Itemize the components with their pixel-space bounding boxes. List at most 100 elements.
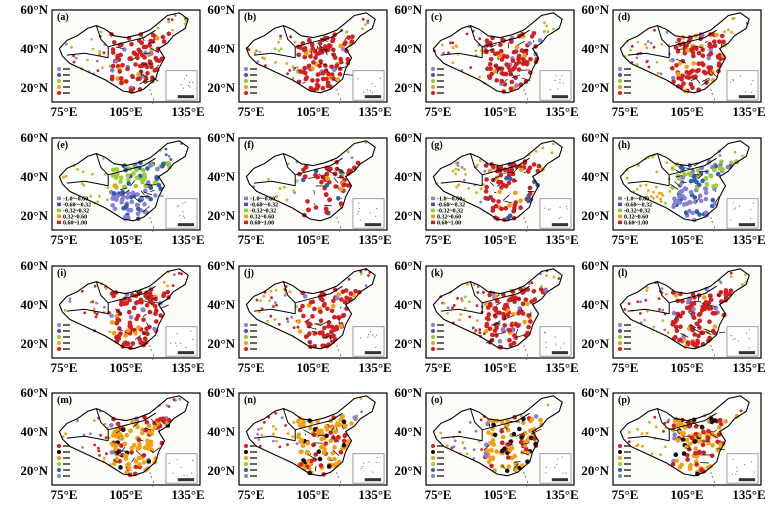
region-boundary <box>253 180 296 187</box>
sea-boundary <box>710 471 716 488</box>
legend-swatch <box>431 444 435 448</box>
legend-label: 0.60~1.00 <box>437 221 461 227</box>
station-point <box>484 442 489 448</box>
country-outline <box>619 140 750 222</box>
inset-island <box>170 342 172 344</box>
legend-swatch <box>431 347 435 351</box>
legend-label: -0.32~0.32 <box>250 209 276 215</box>
inset-island <box>375 461 377 463</box>
country-fill <box>246 140 376 221</box>
station-point <box>484 177 489 182</box>
region-boundary <box>66 180 109 187</box>
station-point <box>287 162 290 166</box>
province-boundary <box>135 450 143 457</box>
station-point <box>303 165 309 170</box>
station-point <box>269 289 273 293</box>
station-point <box>682 196 687 201</box>
region-boundary <box>669 157 717 176</box>
station-point <box>320 76 326 82</box>
station-point <box>668 190 672 193</box>
y-tick-label: 40°N <box>207 297 235 312</box>
station-point <box>318 309 323 315</box>
station-point <box>300 443 306 449</box>
inset-island <box>545 466 547 468</box>
station-point <box>674 317 679 323</box>
station-point <box>446 444 449 447</box>
inset-island <box>563 343 565 345</box>
station-point <box>689 325 695 331</box>
station-point <box>688 189 694 195</box>
station-point <box>732 16 736 20</box>
station-point <box>303 70 308 76</box>
x-tick-label: 105°E <box>483 487 516 502</box>
station-point <box>148 439 154 445</box>
station-point <box>703 176 709 181</box>
station-point <box>687 464 693 470</box>
province-boundary <box>144 427 152 431</box>
station-point <box>98 194 101 198</box>
station-point <box>653 28 656 32</box>
station-point <box>676 84 681 89</box>
station-point <box>681 451 687 456</box>
legend-label: 0.60~1.00 <box>63 221 87 227</box>
inset-island <box>545 341 547 344</box>
station-point <box>490 438 496 443</box>
station-point <box>715 171 721 177</box>
station-point <box>262 294 266 298</box>
province-boundary <box>339 205 343 210</box>
station-point <box>694 341 699 347</box>
station-point <box>492 328 498 334</box>
station-point <box>714 32 719 38</box>
station-point <box>733 150 737 154</box>
station-point <box>277 49 281 53</box>
station-point <box>501 71 507 77</box>
panel-label: (a) <box>57 12 69 23</box>
station-point <box>110 173 116 178</box>
region-boundary <box>440 308 483 315</box>
station-point <box>341 419 347 425</box>
station-point <box>302 46 308 51</box>
station-point <box>520 61 526 67</box>
legend-swatch <box>244 474 248 478</box>
station-point <box>93 284 97 288</box>
station-point <box>140 168 146 173</box>
station-point <box>711 184 716 189</box>
station-point <box>102 51 106 55</box>
region-boundary <box>95 281 109 314</box>
station-point <box>306 63 312 69</box>
legend-swatch <box>431 323 435 327</box>
station-point <box>98 454 101 457</box>
station-point <box>355 160 361 166</box>
station-point <box>645 46 649 50</box>
station-point <box>312 306 317 312</box>
country-outline <box>432 395 563 477</box>
station-point <box>454 167 458 171</box>
legend-swatch <box>618 468 622 472</box>
inset-island <box>545 472 547 474</box>
province-boundary <box>495 301 502 306</box>
station-point <box>442 301 446 305</box>
legend-label: 0.60~1.00 <box>624 221 648 227</box>
province-boundary <box>313 189 315 195</box>
station-point <box>136 47 142 53</box>
province-boundary <box>142 331 147 335</box>
station-point <box>336 196 341 201</box>
station-point <box>173 14 177 17</box>
inset-island <box>738 205 741 207</box>
inset-island <box>366 89 369 91</box>
station-point <box>338 43 344 49</box>
station-point <box>523 286 526 289</box>
province-boundary <box>140 190 145 196</box>
station-point <box>315 72 321 77</box>
inset-island <box>734 473 737 475</box>
station-point <box>717 39 722 44</box>
inset-island <box>732 338 734 340</box>
province-boundary <box>304 433 306 436</box>
y-tick-label: 40°N <box>581 41 609 56</box>
station-point <box>129 445 135 451</box>
station-point <box>136 455 142 461</box>
station-point <box>659 72 663 76</box>
station-point <box>134 175 140 181</box>
station-point <box>652 196 655 200</box>
station-point <box>124 300 130 306</box>
